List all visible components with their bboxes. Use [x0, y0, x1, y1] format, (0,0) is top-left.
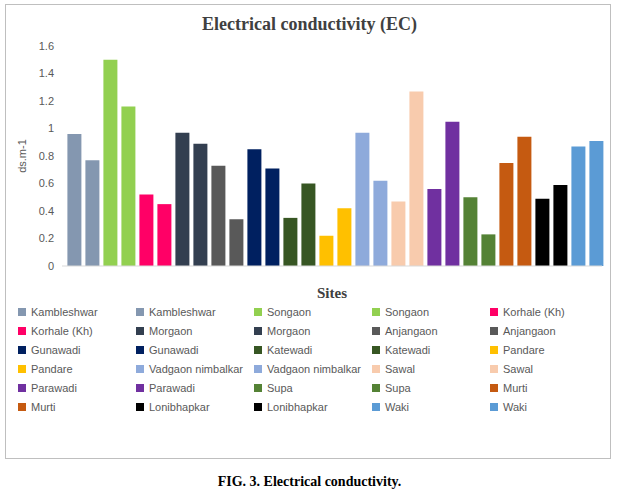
html-text:Sawal: Sawal: [503, 363, 533, 375]
svg-text:1.2: 1.2: [39, 95, 54, 107]
html-text:Lonibhapkar: Lonibhapkar: [149, 401, 210, 413]
html-text:Vadgaon nimbalkar: Vadgaon nimbalkar: [267, 363, 361, 375]
html-text:Electrical conductivity (EC): Electrical conductivity (EC): [202, 14, 417, 34]
svg-text:1: 1: [48, 122, 54, 134]
svg-text:0: 0: [48, 260, 54, 272]
html-text:Parawadi: Parawadi: [149, 382, 195, 394]
svg-text:1.4: 1.4: [39, 67, 54, 79]
html-text:Pandare: Pandare: [31, 363, 73, 375]
html-text:Kambleshwar: Kambleshwar: [149, 306, 216, 318]
html-text:Murti: Murti: [31, 401, 56, 413]
html-text:Katewadi: Katewadi: [267, 344, 313, 356]
html-text:Morgaon: Morgaon: [149, 325, 193, 337]
svg-text:Sites: Sites: [317, 285, 347, 301]
html-text:Kambleshwar: Kambleshwar: [31, 306, 98, 318]
html-text:Korhale (Kh): Korhale (Kh): [503, 306, 565, 318]
html-text:Vadgaon nimbalkar: Vadgaon nimbalkar: [149, 363, 243, 375]
html-text:Waki: Waki: [503, 401, 527, 413]
html-text:Parawadi: Parawadi: [31, 382, 77, 394]
svg-text:0.2: 0.2: [39, 232, 54, 244]
html-text:Pandare: Pandare: [503, 344, 545, 356]
html-text:Anjangaon: Anjangaon: [385, 325, 438, 337]
html-text:Lonibhapkar: Lonibhapkar: [267, 401, 328, 413]
html-text:Gunawadi: Gunawadi: [31, 344, 81, 356]
svg-text:0.8: 0.8: [39, 150, 54, 162]
html-text:FIG. 3. Electrical conductivit: FIG. 3. Electrical conductivity.: [217, 474, 402, 489]
svg-text:1.6: 1.6: [39, 40, 54, 52]
html-text:Anjangaon: Anjangaon: [503, 325, 556, 337]
html-text:Morgaon: Morgaon: [267, 325, 311, 337]
html-text:Waki: Waki: [385, 401, 409, 413]
html-text:Songaon: Songaon: [267, 306, 311, 318]
html-text:Songaon: Songaon: [385, 306, 429, 318]
svg-text:0.6: 0.6: [39, 177, 54, 189]
html-text:Murti: Murti: [503, 382, 528, 394]
html-text:Sawal: Sawal: [385, 363, 415, 375]
html-text:Katewadi: Katewadi: [385, 344, 431, 356]
svg-text:0.4: 0.4: [39, 205, 54, 217]
html-text:Korhale (Kh): Korhale (Kh): [31, 325, 93, 337]
html-text:Gunawadi: Gunawadi: [149, 344, 199, 356]
html-text:Supa: Supa: [385, 382, 411, 394]
svg-text:ds.m-1: ds.m-1: [16, 139, 28, 173]
html-text:Supa: Supa: [267, 382, 293, 394]
